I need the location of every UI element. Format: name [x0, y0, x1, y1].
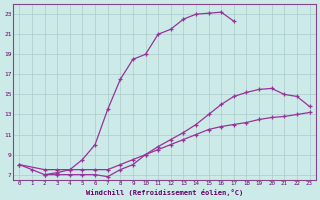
X-axis label: Windchill (Refroidissement éolien,°C): Windchill (Refroidissement éolien,°C) [86, 189, 243, 196]
